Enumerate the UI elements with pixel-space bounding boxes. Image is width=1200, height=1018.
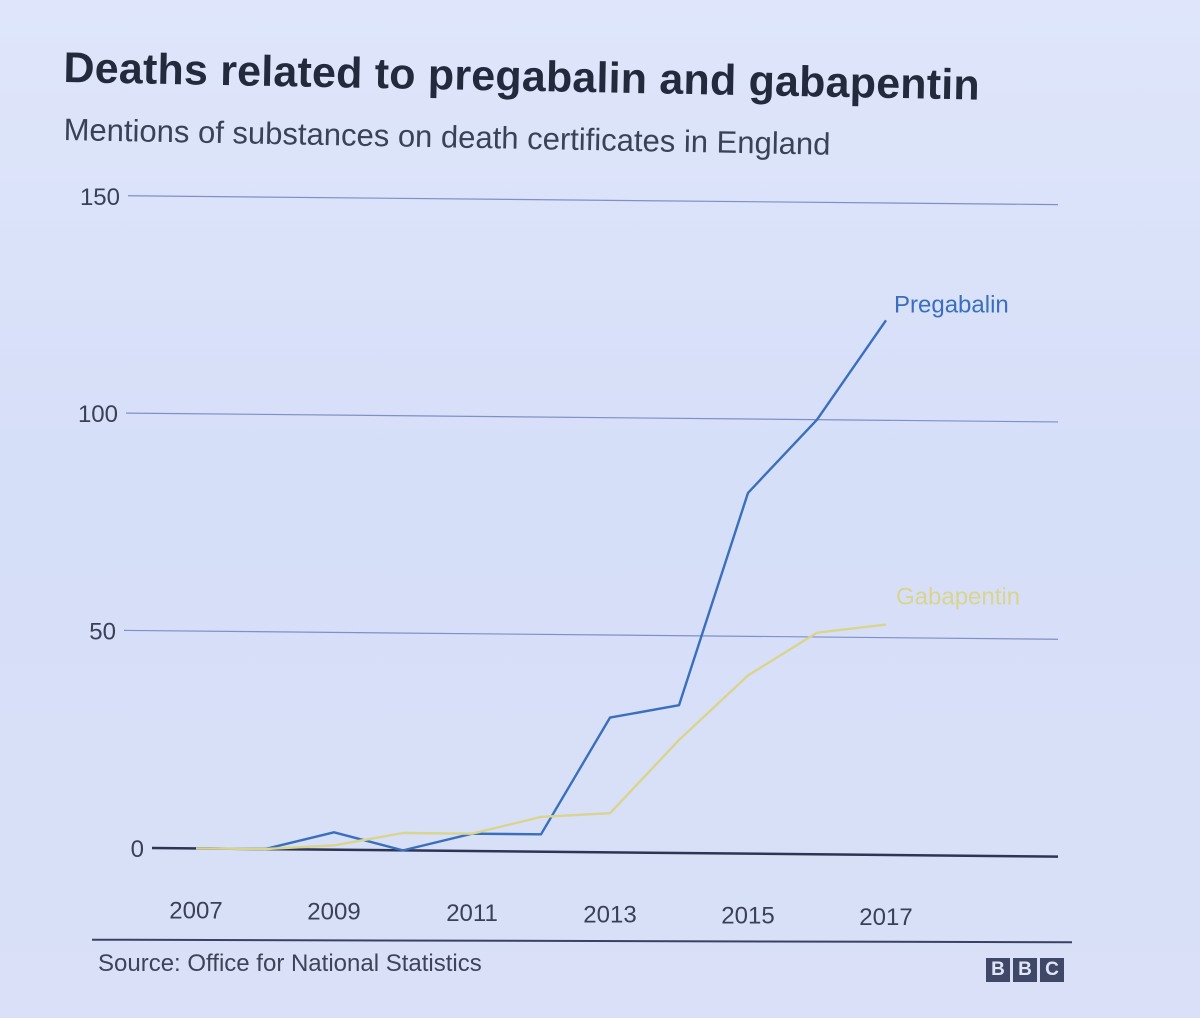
- x-tick-label: 2013: [583, 901, 636, 928]
- bbc-logo: B B C: [986, 958, 1064, 982]
- bbc-logo-letter: B: [1013, 958, 1037, 982]
- series-label-gabapentin: Gabapentin: [896, 584, 1020, 611]
- series-line-gabapentin: [195, 623, 887, 851]
- y-tick-label: 0: [131, 836, 144, 863]
- series-line-pregabalin: [195, 319, 887, 852]
- bbc-logo-letter: C: [1040, 958, 1064, 982]
- x-axis-baseline: [151, 846, 1059, 858]
- x-tick-label: 2017: [859, 904, 912, 931]
- source-note: Source: Office for National Statistics: [98, 950, 482, 977]
- y-tick-label: 50: [89, 618, 116, 645]
- x-tick-label: 2007: [169, 897, 222, 924]
- bbc-logo-letter: B: [986, 958, 1010, 982]
- y-tick-label: 100: [78, 401, 118, 428]
- x-tick-label: 2015: [721, 903, 774, 930]
- gridline: [123, 629, 1059, 640]
- x-tick-label: 2011: [446, 900, 498, 927]
- gridline: [125, 412, 1059, 423]
- gridline: [127, 195, 1059, 206]
- series-label-pregabalin: Pregabalin: [894, 291, 1009, 318]
- y-tick-label: 150: [80, 184, 120, 211]
- x-tick-label: 2009: [307, 899, 360, 926]
